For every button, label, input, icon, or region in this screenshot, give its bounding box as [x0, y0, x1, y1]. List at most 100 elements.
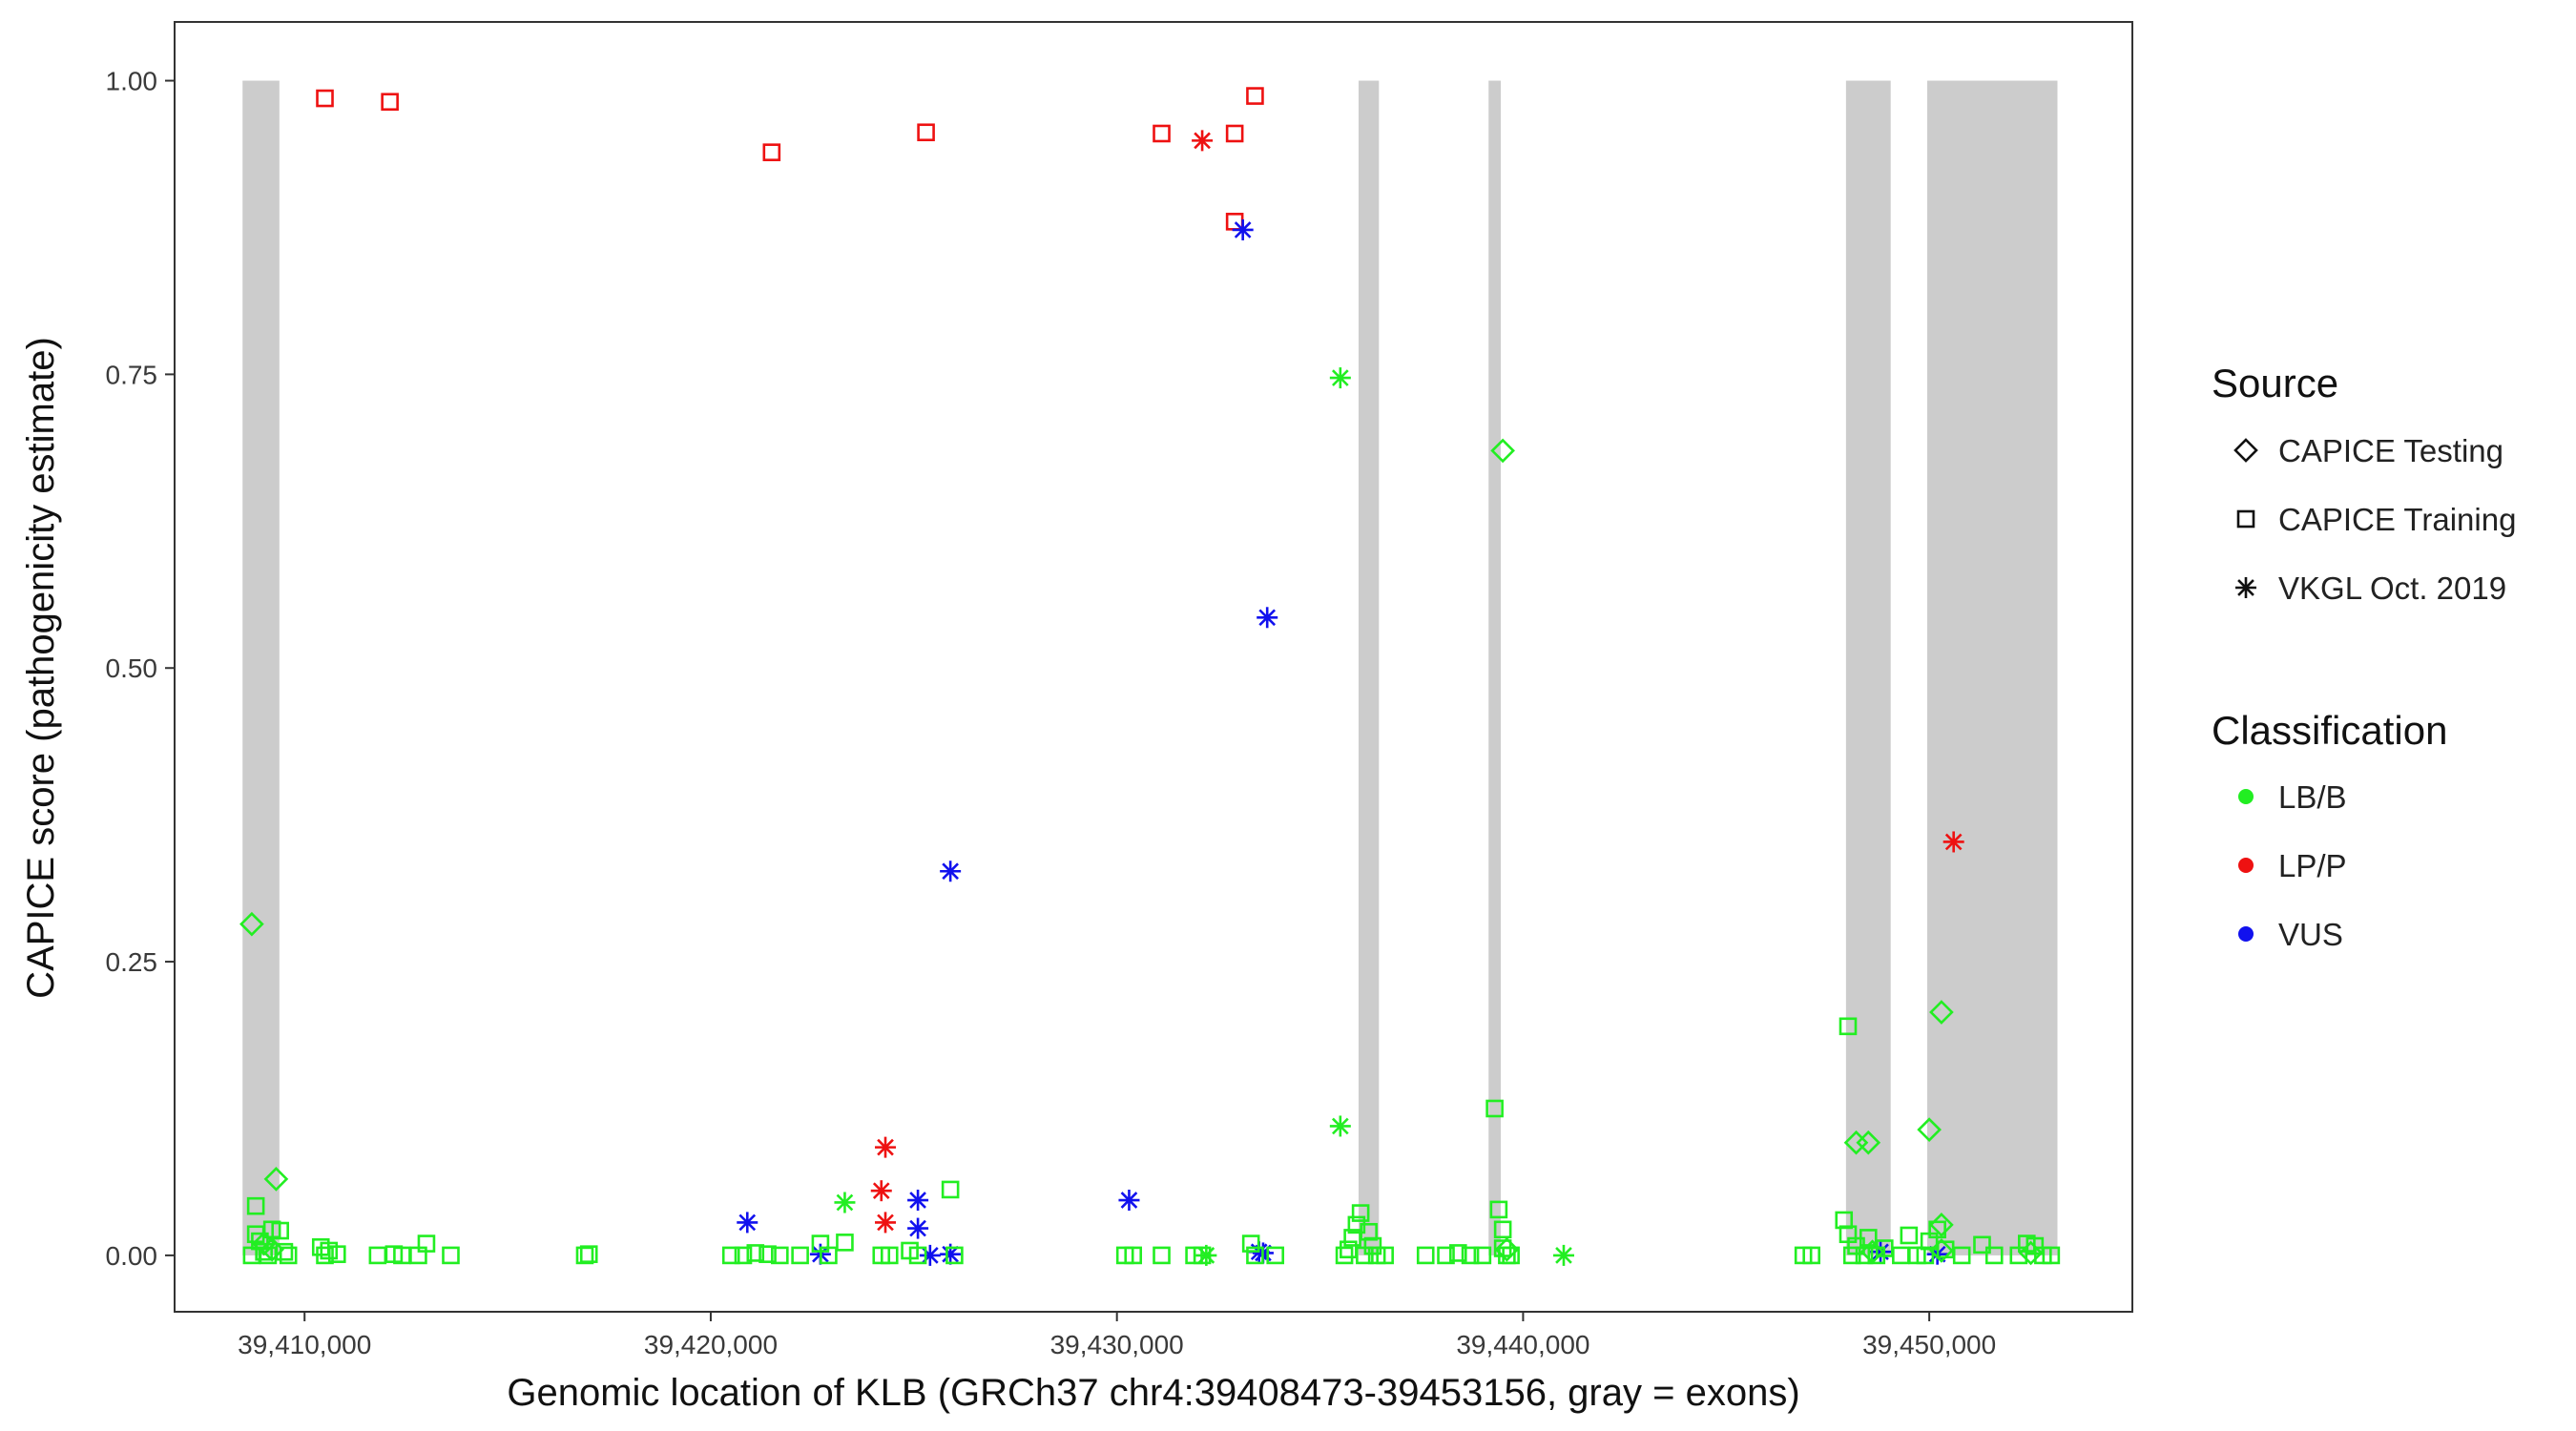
legend-key [2238, 858, 2254, 873]
legend-label: CAPICE Training [2278, 502, 2516, 537]
data-point [762, 143, 781, 161]
legend-key [2238, 789, 2254, 804]
data-point [1489, 1200, 1508, 1219]
y-tick-label: 0.25 [106, 947, 158, 977]
data-point [875, 1136, 897, 1158]
data-point [1917, 1117, 1942, 1142]
plot-panel-border [174, 21, 2133, 1313]
data-point [1493, 1220, 1512, 1239]
legend-label: CAPICE Testing [2278, 433, 2503, 468]
data-point [255, 1242, 273, 1261]
data-point [1246, 1246, 1264, 1265]
data-point [1485, 1099, 1504, 1118]
data-point [1839, 1017, 1858, 1036]
data-point [758, 1245, 777, 1263]
data-point [1416, 1246, 1435, 1265]
data-point [417, 1234, 436, 1253]
y-axis-title: CAPICE score (pathogenicity estimate) [20, 337, 62, 999]
data-point [1859, 1229, 1878, 1247]
legend-item-classification: LP/P [2238, 848, 2347, 883]
data-point [1437, 1246, 1455, 1265]
data-point [1193, 1246, 1212, 1265]
data-points [239, 87, 2061, 1266]
data-point [908, 1246, 927, 1265]
exon-band [1845, 80, 1891, 1255]
legend-item-source: CAPICE Training [2236, 502, 2516, 537]
data-point [1856, 1130, 1881, 1155]
data-point [579, 1245, 598, 1263]
data-point [442, 1246, 460, 1265]
data-point [1842, 1246, 1861, 1265]
x-axis: 39,410,000 39,420,000 39,430,000 39,440,000… [238, 1312, 1996, 1359]
data-point [875, 1212, 897, 1234]
data-point [1153, 124, 1171, 143]
data-point [368, 1246, 387, 1265]
data-point [734, 1246, 753, 1265]
data-point [327, 1245, 346, 1263]
data-point [836, 1234, 854, 1252]
legend-key [2236, 509, 2255, 529]
data-point [316, 1246, 334, 1265]
data-point [279, 1246, 298, 1265]
x-tick-label: 39,450,000 [1862, 1330, 1996, 1359]
data-point [945, 1246, 964, 1265]
data-point [271, 1221, 289, 1240]
legend-label: LB/B [2278, 779, 2347, 815]
exon-band [1358, 80, 1380, 1255]
legend-item-source: VKGL Oct. 2019 [2235, 570, 2506, 606]
data-point [1257, 607, 1278, 629]
exon-band [242, 80, 280, 1255]
data-point [941, 1180, 960, 1199]
data-point [1153, 1246, 1171, 1265]
data-point [1363, 1236, 1382, 1255]
data-point [1973, 1235, 1991, 1255]
legend-classification-title: Classification [2212, 708, 2447, 753]
y-tick-label: 0.00 [106, 1241, 158, 1271]
data-point [1552, 1244, 1574, 1266]
legend-classification-items: LB/B LP/P VUS [2238, 779, 2347, 952]
data-point [1494, 1236, 1520, 1262]
data-point [1241, 1234, 1260, 1253]
data-point [1502, 1246, 1520, 1265]
legend-source-title: Source [2212, 361, 2338, 405]
data-point [791, 1246, 809, 1265]
data-point [1892, 1246, 1910, 1265]
data-point [737, 1212, 758, 1234]
legend-label: VUS [2278, 917, 2343, 952]
data-point [940, 861, 962, 882]
data-point [1448, 1244, 1467, 1262]
y-tick-label: 1.00 [106, 67, 158, 96]
data-point [1232, 218, 1254, 240]
legend-item-source: CAPICE Testing [2233, 433, 2503, 468]
y-axis: 0.00 0.25 0.50 0.75 1.00 [106, 67, 175, 1271]
data-point [1942, 831, 1964, 853]
data-point [1376, 1246, 1394, 1265]
legend-label: VKGL Oct. 2019 [2278, 570, 2506, 606]
data-point [771, 1246, 789, 1265]
data-point [316, 89, 334, 108]
data-point [1855, 1246, 1874, 1265]
data-point [2042, 1246, 2061, 1265]
data-point [820, 1246, 838, 1265]
x-axis-title: Genomic location of KLB (GRCh37 chr4:394… [507, 1372, 1799, 1414]
data-point [1473, 1246, 1492, 1265]
legend-key [2235, 577, 2256, 598]
data-point [381, 93, 399, 112]
data-point [275, 1242, 294, 1261]
data-point [1329, 367, 1351, 389]
legend-key [2238, 926, 2254, 942]
data-point [1192, 130, 1214, 152]
data-point [246, 1196, 265, 1215]
data-point [834, 1192, 856, 1213]
legend: Source CAPICE Testing CAPICE Training VKGL… [2212, 361, 2516, 952]
exon-band [1488, 80, 1501, 1255]
data-point [1929, 1238, 1954, 1263]
data-point [870, 1180, 892, 1202]
data-point [907, 1190, 929, 1212]
x-tick-label: 39,420,000 [644, 1330, 778, 1359]
data-point [1929, 1000, 1954, 1025]
data-point [1802, 1246, 1820, 1265]
exon-bands [242, 80, 2058, 1255]
legend-item-classification: LB/B [2238, 779, 2347, 815]
data-point [1329, 1115, 1351, 1137]
